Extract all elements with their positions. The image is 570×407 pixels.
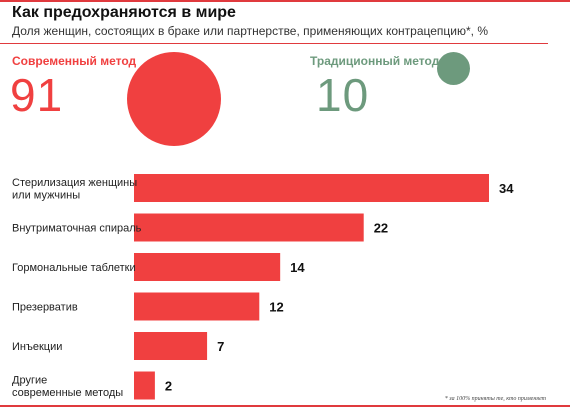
traditional-method-circle (437, 52, 470, 85)
category-label: Другие современные методы (12, 374, 123, 399)
bottom-rule (0, 405, 570, 407)
bar (134, 213, 364, 242)
traditional-method-label: Традиционный метод (310, 54, 440, 68)
header-rule (0, 43, 548, 44)
modern-method-circle (127, 52, 221, 146)
category-label: Презерватив (12, 302, 78, 314)
category-label: Гормональные таблетки (12, 262, 136, 274)
category-label: Внутриматочная спираль (12, 223, 142, 235)
bar (134, 292, 260, 321)
modern-method-value: 91 (10, 69, 64, 121)
category-label: Стерилизация женщины или мужчины (12, 177, 137, 202)
bar (134, 371, 155, 400)
bar (134, 253, 281, 281)
bar (134, 332, 208, 360)
bar-value-label: 22 (374, 221, 388, 236)
bar-value-label: 34 (499, 181, 514, 196)
bar-value-label: 12 (269, 300, 283, 315)
chart-subtitle: Доля женщин, состоящих в браке или партн… (12, 24, 489, 38)
bar-value-label: 2 (165, 379, 172, 394)
chart-title: Как предохраняются в мире (12, 4, 236, 21)
traditional-method-value: 10 (316, 69, 370, 121)
modern-method-label: Современный метод (12, 54, 137, 68)
category-label: Инъекции (12, 341, 62, 353)
bar-value-label: 7 (217, 339, 224, 354)
top-rule (0, 0, 570, 2)
bar (134, 174, 489, 202)
bar-chart: Стерилизация женщины или мужчины 34 Внутрим… (12, 174, 514, 400)
footnote: * за 100% приняты те, кто применяет (444, 396, 546, 402)
bar-value-label: 14 (290, 260, 305, 275)
